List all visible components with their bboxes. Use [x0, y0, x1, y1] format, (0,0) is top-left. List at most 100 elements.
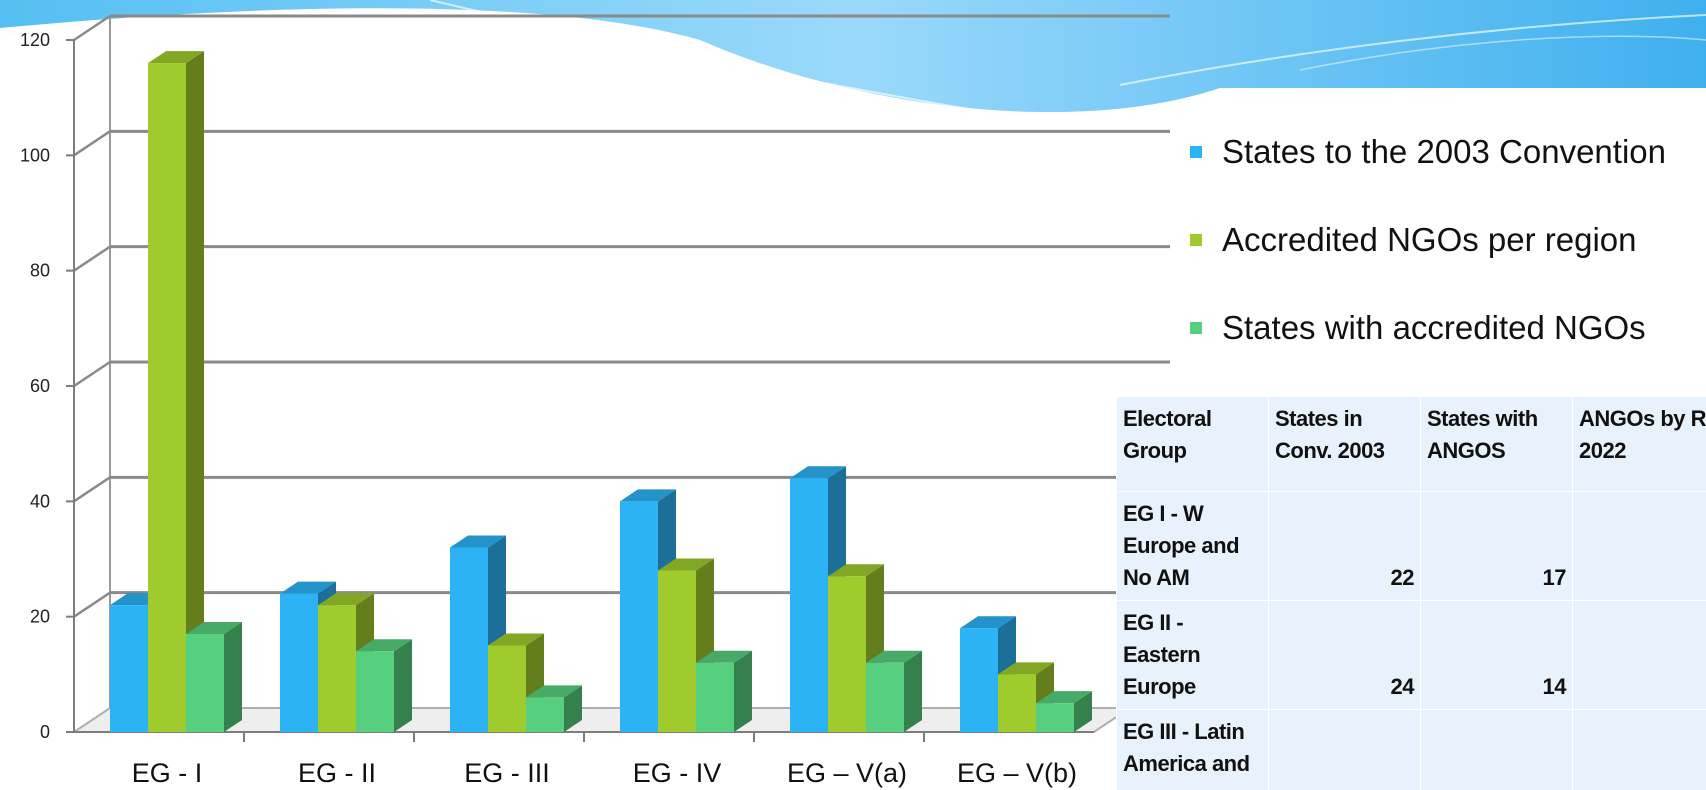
bar [526, 685, 582, 732]
legend-label-states-ngos: States with accredited NGOs [1222, 309, 1646, 346]
bar-front-face [280, 593, 318, 732]
bar-top-face [828, 564, 884, 577]
bar-side-face [394, 639, 412, 732]
header-wave-decoration [0, 0, 1706, 131]
legend-label-states: States to the 2003 Convention [1222, 133, 1666, 170]
table-cell-states: 24 [1268, 600, 1421, 710]
bar [148, 51, 204, 733]
x-tick-label: EG - IV [633, 758, 722, 788]
gridline-side [73, 360, 111, 388]
y-tick-label: 80 [30, 261, 50, 281]
y-tick-label: 120 [20, 30, 50, 50]
gridline-side [73, 245, 111, 272]
data-table-container: Electoral Group States in Conv. 2003 Sta… [1116, 396, 1706, 790]
y-tick-label: 20 [30, 607, 50, 627]
bar-top-face [356, 639, 412, 652]
bar-front-face [696, 662, 734, 732]
bar-side-face [734, 650, 752, 732]
x-tick-label: EG - III [464, 758, 550, 788]
bar-top-face [488, 633, 544, 646]
legend-item-states-ngos: States with accredited NGOs [1190, 284, 1706, 372]
bar-side-face [904, 650, 922, 732]
x-tick-label: EG – V(b) [957, 758, 1077, 788]
bar-front-face [620, 501, 658, 732]
table-cell-angos: 14 [1420, 600, 1573, 710]
bar [356, 639, 412, 732]
bar-top-face [620, 489, 676, 502]
bar-front-face [790, 478, 828, 732]
y-tick-label: 60 [30, 376, 50, 396]
table-header-cell: Electoral Group [1116, 396, 1269, 492]
gridline-side [73, 130, 111, 157]
bar-side-face [1074, 691, 1092, 732]
bar-front-face [450, 547, 488, 732]
gridline-side [73, 14, 111, 42]
table-cell-group: EG I - W Europe and No AM [1116, 491, 1269, 601]
bar-top-face [280, 581, 336, 594]
table-cell-group: EG III - Latin America and [1116, 709, 1269, 790]
bar-top-face [960, 616, 1016, 629]
table-cell-angos [1420, 709, 1573, 790]
table-cell-ngos [1572, 600, 1706, 710]
bar-front-face [356, 651, 394, 732]
table-cell-angos: 17 [1420, 491, 1573, 601]
bar [696, 650, 752, 732]
gridline-side [73, 591, 111, 618]
legend-item-ngos: Accredited NGOs per region [1190, 196, 1706, 284]
bar-top-face [658, 558, 714, 571]
bar [1036, 691, 1092, 732]
bar-front-face [318, 605, 356, 732]
table-row: EG I - W Europe and No AM 22 17 [1116, 491, 1706, 601]
bar-top-face [696, 650, 752, 663]
bar [186, 621, 242, 732]
data-table: Electoral Group States in Conv. 2003 Sta… [1116, 396, 1706, 790]
bar-front-face [658, 570, 696, 732]
legend-swatch-ngos [1190, 234, 1202, 246]
bar [488, 633, 544, 732]
chart-legend: States to the 2003 Convention Accredited… [1190, 108, 1706, 372]
table-cell-group: EG II - Eastern Europe [1116, 600, 1269, 710]
legend-item-states: States to the 2003 Convention [1190, 108, 1706, 196]
bar-top-face [450, 535, 506, 548]
table-header-row: Electoral Group States in Conv. 2003 Sta… [1116, 396, 1706, 492]
table-header-cell: States with ANGOS [1420, 396, 1573, 492]
x-tick-label: EG - I [132, 758, 203, 788]
bar-front-face [866, 662, 904, 732]
bar-top-face [186, 621, 242, 634]
bar-front-face [960, 628, 998, 732]
y-tick-label: 0 [40, 722, 50, 742]
bar-top-face [1036, 691, 1092, 704]
bar-top-face [148, 51, 204, 64]
bar-front-face [148, 63, 186, 733]
table-header-cell: ANGOs by Regions in 2022 [1572, 396, 1706, 492]
bar [866, 650, 922, 732]
bar-top-face [790, 466, 846, 479]
bar-front-face [110, 605, 148, 732]
legend-swatch-states [1190, 146, 1202, 158]
bar-front-face [1036, 703, 1074, 732]
bar-top-face [526, 685, 582, 698]
legend-label-ngos: Accredited NGOs per region [1222, 221, 1637, 258]
bar-front-face [186, 633, 224, 732]
bar-front-face [526, 697, 564, 732]
table-cell-ngos [1572, 709, 1706, 790]
legend-swatch-states-ngos [1190, 322, 1202, 334]
table-cell-states: 22 [1268, 491, 1421, 601]
chart-bars [110, 51, 1092, 733]
x-tick-label: EG – V(a) [787, 758, 907, 788]
bar-side-face [186, 51, 204, 733]
bar-top-face [866, 650, 922, 663]
bar-top-face [318, 593, 374, 606]
bar-side-face [224, 621, 242, 732]
bar-front-face [488, 645, 526, 732]
bar-side-face [564, 685, 582, 732]
bar-front-face [998, 674, 1036, 732]
table-cell-ngos [1572, 491, 1706, 601]
y-tick-label: 100 [20, 145, 50, 165]
bar-top-face [998, 662, 1054, 675]
table-row: EG II - Eastern Europe 24 14 [1116, 600, 1706, 710]
table-header-cell: States in Conv. 2003 [1268, 396, 1421, 492]
gridline-side [73, 476, 111, 503]
table-row: EG III - Latin America and [1116, 709, 1706, 790]
